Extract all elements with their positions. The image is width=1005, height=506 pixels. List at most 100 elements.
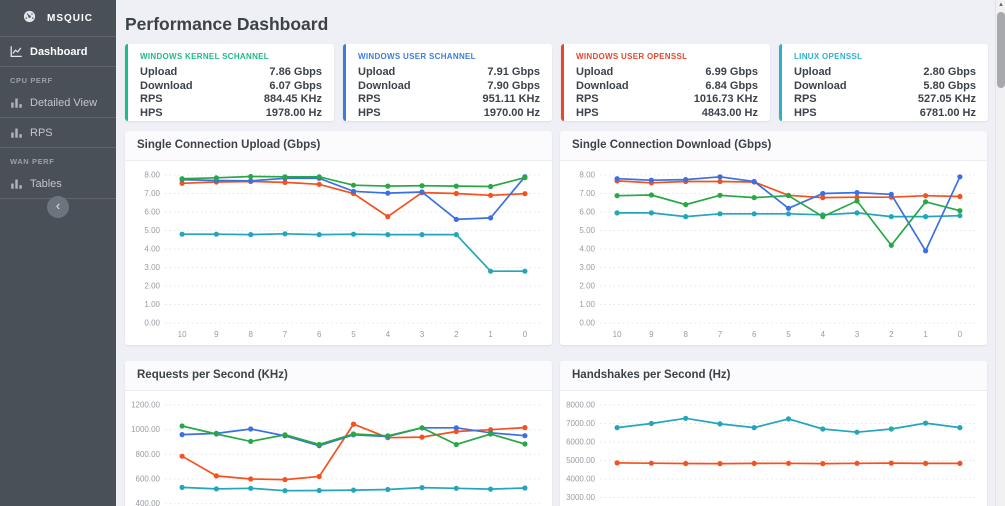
chevron-left-icon: ‹ (55, 198, 61, 213)
stat-value: 951.11 KHz (482, 93, 540, 106)
chart-body: 8.00 7.00 6.00 5.00 4.00 3.00 2.00 1.00 0.00 10 9 8… (125, 161, 552, 345)
stat-label: Upload (576, 66, 614, 78)
sidebar-item-tables[interactable]: Tables (0, 169, 116, 198)
sidebar-item-label: Tables (30, 177, 62, 190)
chart-body: 1200.001000.00800.00600.00400.00200.000.… (125, 391, 552, 506)
svg-text:10: 10 (613, 330, 622, 339)
stat-label: HPS (358, 106, 381, 119)
svg-text:3: 3 (420, 330, 425, 339)
svg-text:7000.00: 7000.00 (566, 419, 595, 428)
page-title: Performance Dashboard (125, 14, 329, 34)
stat-card-title: WINDOWS USER OPENSSL (576, 52, 688, 61)
stat-row-hps: HPS 4843.00 Hz (576, 107, 758, 121)
stat-value: 527.05 KHz (917, 93, 976, 106)
sidebar-item-dashboard[interactable]: Dashboard (0, 37, 116, 66)
chart-canvas[interactable]: 1200.001000.00800.00600.00400.00200.000.… (125, 391, 552, 506)
bar-chart-icon (10, 96, 23, 109)
svg-text:4: 4 (386, 330, 391, 339)
stat-card-windows-kernel-schannel: WINDOWS KERNEL SCHANNEL Upload 7.86 Gbps Do… (125, 44, 334, 121)
svg-text:6000.00: 6000.00 (566, 438, 595, 447)
svg-text:1.00: 1.00 (144, 300, 160, 309)
svg-text:9: 9 (214, 330, 219, 339)
svg-text:6: 6 (317, 330, 322, 339)
stat-row-hps: HPS 1978.00 Hz (140, 107, 322, 121)
sidebar-item-rps[interactable]: RPS (0, 118, 116, 147)
stat-value: 6781.00 Hz (919, 106, 976, 119)
chart-card-handshakes-per-second-hz-: Handshakes per Second (Hz) 8000.00 7000.00… (560, 361, 987, 506)
svg-text:5: 5 (786, 330, 791, 339)
divider (0, 66, 116, 67)
stat-label: Download (140, 79, 193, 92)
chart-canvas[interactable]: 8000.00 7000.00 6000.00 5000.00 4000.00 3000.… (560, 391, 987, 506)
chart-title: Requests per Second (KHz) (125, 361, 552, 391)
svg-text:400.00: 400.00 (136, 499, 161, 506)
chart-title: Single Connection Upload (Gbps) (125, 131, 552, 161)
stat-label: Upload (794, 66, 832, 78)
sidebar-item-detailed-view[interactable]: Detailed View (0, 88, 116, 117)
svg-text:1200.00: 1200.00 (131, 401, 160, 410)
scrollbar[interactable]: ▲ (995, 0, 1005, 506)
chart-title: Single Connection Download (Gbps) (560, 131, 987, 161)
svg-text:8.00: 8.00 (579, 171, 595, 180)
svg-text:1: 1 (488, 330, 493, 339)
svg-text:7.00: 7.00 (579, 189, 595, 198)
svg-text:0.00: 0.00 (579, 319, 595, 328)
svg-text:10: 10 (178, 330, 187, 339)
app-logo[interactable]: MSQUIC (0, 0, 116, 36)
stat-row-hps: HPS 6781.00 Hz (794, 107, 976, 121)
svg-text:4: 4 (821, 330, 826, 339)
stat-row-rps: RPS 527.05 KHz (794, 93, 976, 107)
svg-text:5000.00: 5000.00 (566, 456, 595, 465)
svg-text:1000.00: 1000.00 (131, 425, 160, 434)
stat-label: HPS (794, 106, 817, 119)
stat-value: 7.90 Gbps (487, 79, 540, 92)
svg-text:1: 1 (923, 330, 928, 339)
bar-chart-icon (10, 177, 23, 190)
stat-card-title: WINDOWS KERNEL SCHANNEL (140, 52, 269, 61)
chart-card-single-connection-upload-gbps-: Single Connection Upload (Gbps) 8.00 7.00 6… (125, 131, 552, 345)
charts-grid: Single Connection Upload (Gbps) 8.00 7.00 6… (125, 131, 995, 506)
gauge-icon (23, 10, 40, 27)
stat-card-windows-user-schannel: WINDOWS USER SCHANNEL Upload 7.91 Gbps Down… (343, 44, 552, 121)
stat-value: 1978.00 Hz (265, 106, 322, 119)
stat-label: RPS (576, 93, 599, 106)
svg-text:4.00: 4.00 (144, 245, 160, 254)
chart-card-requests-per-second-khz-: Requests per Second (KHz) 1200.00 1000.00 8… (125, 361, 552, 506)
stat-value: 2.80 Gbps (923, 66, 976, 78)
svg-text:6: 6 (752, 330, 757, 339)
stat-row-upload: Upload 6.99 Gbps (576, 66, 758, 80)
svg-text:8.00: 8.00 (144, 171, 160, 180)
chart-title: Handshakes per Second (Hz) (560, 361, 987, 391)
stat-label: RPS (794, 93, 817, 106)
stat-card-row: WINDOWS KERNEL SCHANNEL Upload 7.86 Gbps Do… (125, 44, 995, 121)
sidebar-collapse-button[interactable]: ‹ (47, 196, 69, 218)
stat-row-upload: Upload 7.86 Gbps (140, 66, 322, 80)
stat-card-title: WINDOWS USER SCHANNEL (358, 52, 476, 61)
svg-text:7.00: 7.00 (144, 189, 160, 198)
stat-value: 6.99 Gbps (705, 66, 758, 78)
stat-row-rps: RPS 951.11 KHz (358, 93, 540, 107)
svg-text:9: 9 (649, 330, 654, 339)
svg-text:3.00: 3.00 (579, 263, 595, 272)
svg-text:4000.00: 4000.00 (566, 475, 595, 484)
scrollbar-up-arrow[interactable]: ▲ (998, 2, 1004, 8)
svg-text:800.00: 800.00 (136, 450, 161, 459)
stat-row-download: Download 5.80 Gbps (794, 80, 976, 94)
sidebar-item-label: RPS (30, 126, 53, 139)
stat-value: 884.45 KHz (263, 93, 322, 106)
scrollbar-thumb[interactable] (997, 12, 1005, 88)
stat-value: 6.07 Gbps (269, 79, 322, 92)
stat-row-download: Download 7.90 Gbps (358, 80, 540, 94)
stat-value: 7.91 Gbps (487, 66, 540, 78)
divider (0, 36, 116, 37)
line-chart-icon (10, 45, 23, 58)
bar-chart-icon (10, 126, 23, 139)
stat-label: Download (794, 79, 847, 92)
sidebar-section-wan-perf: WAN PERF (10, 157, 55, 166)
svg-text:0: 0 (523, 330, 528, 339)
svg-text:0: 0 (958, 330, 963, 339)
svg-text:3: 3 (855, 330, 860, 339)
svg-text:8: 8 (683, 330, 688, 339)
